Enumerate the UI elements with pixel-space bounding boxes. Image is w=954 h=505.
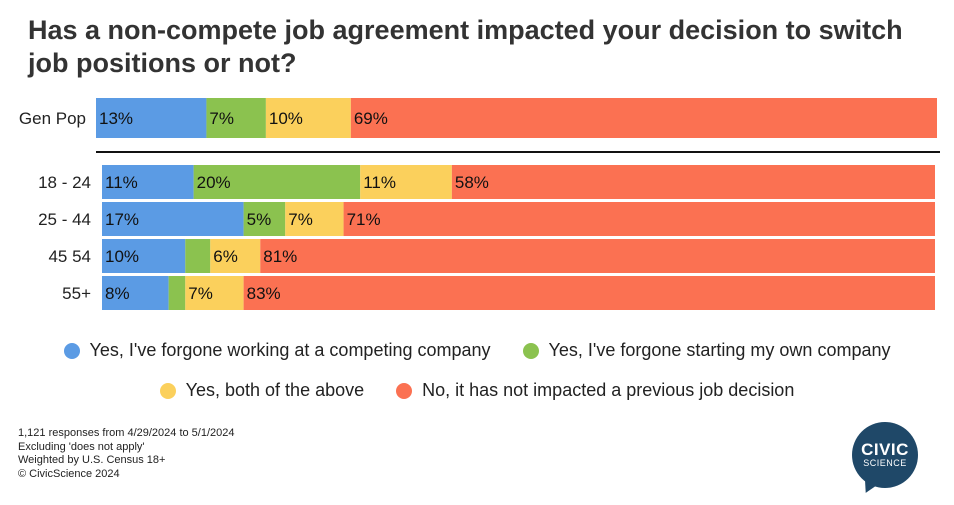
data-label-25-44-s3: 7%	[288, 210, 313, 229]
legend-swatch-competing	[63, 342, 80, 359]
row-label-45-54: 45 54	[48, 247, 91, 266]
legend-item-both: Yes, both of the above	[159, 380, 365, 401]
footnotes: 1,121 responses from 4/29/2024 to 5/1/20…	[18, 427, 235, 481]
legend-label-competing: Yes, I've forgone working at a competing…	[89, 340, 491, 360]
bar-segment-55-s3	[185, 276, 244, 310]
data-label-18-24-s1: 11%	[105, 173, 138, 192]
data-label-25-44-s2: 5%	[247, 210, 272, 229]
data-label-gen-pop-s1: 13%	[99, 109, 133, 128]
row-label-55: 55+	[62, 284, 91, 303]
data-label-18-24-s2: 20%	[197, 173, 231, 192]
bar-segment-45-54-s2	[185, 239, 211, 273]
data-label-gen-pop-s4: 69%	[354, 109, 388, 128]
data-label-55-s3: 7%	[188, 284, 213, 303]
bar-segment-25-44-s2	[243, 202, 286, 236]
logo-text-top: CIVIC	[861, 440, 909, 459]
data-label-45-54-s4: 81%	[263, 247, 297, 266]
legend-item-not-impacted: No, it has not impacted a previous job d…	[396, 380, 794, 401]
legend-row-1: Yes, I've forgone working at a competing…	[0, 340, 954, 361]
bar-segment-18-24-s2	[193, 165, 361, 199]
legend-item-own-company: Yes, I've forgone starting my own compan…	[522, 340, 891, 361]
bar-segment-45-54-s1	[102, 239, 186, 273]
legend-item-competing: Yes, I've forgone working at a competing…	[63, 340, 491, 361]
footnote-responses: 1,121 responses from 4/29/2024 to 5/1/20…	[18, 427, 235, 439]
legend-label-own-company: Yes, I've forgone starting my own compan…	[548, 340, 891, 360]
bar-segment-25-44-s3	[285, 202, 344, 236]
data-label-55-s1: 8%	[105, 284, 130, 303]
bar-segment-gen-pop-s1	[96, 98, 207, 138]
legend-label-not-impacted: No, it has not impacted a previous job d…	[422, 380, 795, 400]
data-label-55-s4: 83%	[247, 284, 281, 303]
legend-swatch-own-company	[522, 342, 539, 359]
data-label-gen-pop-s2: 7%	[209, 109, 234, 128]
bar-segment-18-24-s3	[360, 165, 452, 199]
bar-segment-25-44-s1	[102, 202, 244, 236]
data-label-45-54-s3: 6%	[213, 247, 238, 266]
bar-segment-55-s2	[168, 276, 186, 310]
bar-segment-45-54-s4	[260, 239, 935, 273]
bar-segment-45-54-s3	[210, 239, 261, 273]
legend-swatch-both	[159, 382, 176, 399]
data-label-18-24-s4: 58%	[455, 173, 489, 192]
legend-row-2: Yes, both of the above No, it has not im…	[0, 380, 954, 401]
row-label-18-24: 18 - 24	[38, 173, 91, 192]
bar-segment-gen-pop-s2	[206, 98, 266, 138]
bar-segment-55-s1	[102, 276, 169, 310]
bar-segment-18-24-s1	[102, 165, 194, 199]
row-label-25-44: 25 - 44	[38, 210, 91, 229]
data-label-45-54-s1: 10%	[105, 247, 139, 266]
logo-text-bottom: SCIENCE	[863, 458, 907, 468]
footnote-exclusion: Excluding 'does not apply'	[18, 440, 145, 453]
data-label-gen-pop-s3: 10%	[269, 109, 303, 128]
bar-segment-55-s4	[243, 276, 936, 310]
chart-title: Has a non-compete job agreement impacted…	[28, 15, 903, 78]
row-label-gen-pop: Gen Pop	[19, 109, 86, 128]
stacked-bar-chart: Gen Pop 13% 7% 10% 69% 18 - 24 11% 20% 11% 58% 25 …	[19, 98, 940, 310]
bar-segment-gen-pop-s3	[265, 98, 351, 138]
data-label-18-24-s3: 11%	[363, 173, 396, 192]
bar-segment-gen-pop-s4	[350, 98, 937, 138]
footnote-copyright: © CivicScience 2024	[18, 467, 120, 480]
data-label-25-44-s1: 17%	[105, 210, 139, 229]
bar-segment-18-24-s4	[451, 165, 935, 199]
legend-swatch-not-impacted	[396, 382, 413, 399]
bar-segment-25-44-s4	[343, 202, 935, 236]
data-label-25-44-s4: 71%	[347, 210, 381, 229]
civicscience-logo: CIVIC SCIENCE	[852, 422, 918, 488]
legend-label-both: Yes, both of the above	[185, 380, 365, 400]
footnote-weighting: Weighted by U.S. Census 18+	[18, 454, 166, 466]
